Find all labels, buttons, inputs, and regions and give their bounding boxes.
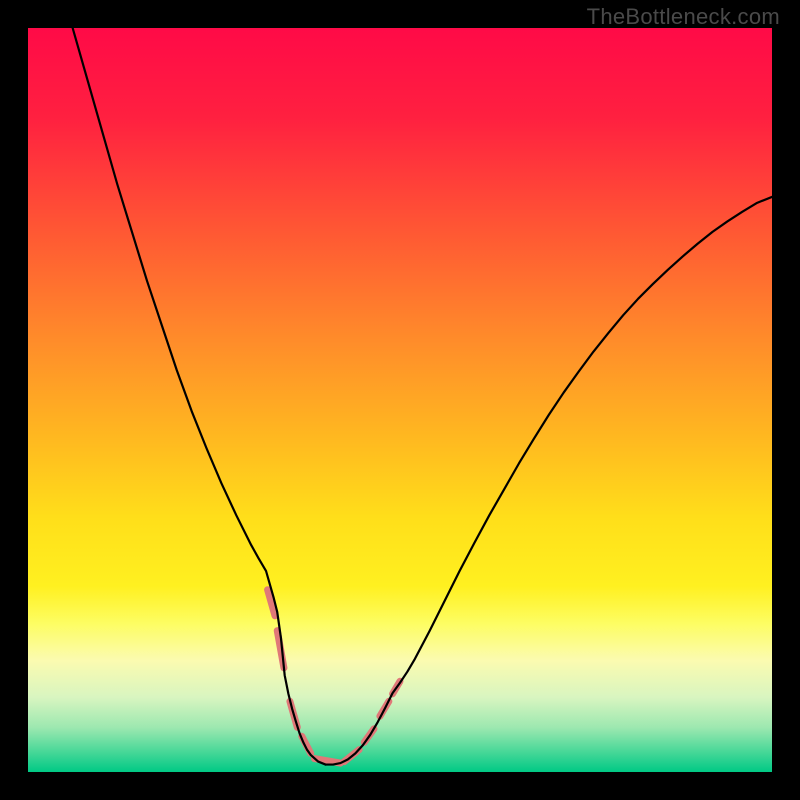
chart-svg — [28, 28, 772, 772]
gradient-background — [28, 28, 772, 772]
watermark-text: TheBottleneck.com — [587, 4, 780, 30]
plot-area — [28, 28, 772, 772]
